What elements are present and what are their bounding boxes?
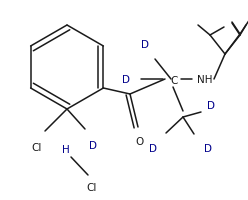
Text: D: D <box>122 75 130 85</box>
Text: D: D <box>141 40 149 50</box>
Text: Cl: Cl <box>32 142 42 152</box>
Text: H: H <box>62 144 70 154</box>
Text: D: D <box>89 140 97 150</box>
Text: NH: NH <box>197 75 213 85</box>
Text: Cl: Cl <box>87 182 97 192</box>
Text: C: C <box>170 76 178 86</box>
Text: D: D <box>204 143 212 153</box>
Text: D: D <box>207 100 215 110</box>
Text: D: D <box>149 143 157 153</box>
Text: O: O <box>136 136 144 146</box>
